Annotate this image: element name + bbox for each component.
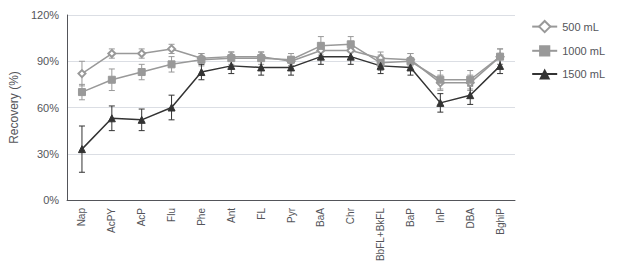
svg-text:BaA: BaA	[315, 208, 326, 227]
svg-text:Pyr: Pyr	[286, 207, 297, 223]
svg-text:Chr: Chr	[345, 207, 356, 224]
svg-text:Nap: Nap	[76, 208, 87, 227]
svg-text:500 mL: 500 mL	[562, 21, 599, 33]
svg-text:BbFL+BkFL: BbFL+BkFL	[375, 208, 386, 262]
svg-text:AcP: AcP	[136, 208, 147, 227]
svg-text:60%: 60%	[37, 102, 59, 114]
svg-text:FL: FL	[256, 208, 267, 220]
svg-text:Ant: Ant	[226, 208, 237, 223]
svg-text:30%: 30%	[37, 148, 59, 160]
svg-text:Flu: Flu	[166, 208, 177, 222]
svg-text:Recovery (%): Recovery (%)	[7, 71, 21, 144]
svg-text:1000 mL: 1000 mL	[562, 45, 605, 57]
svg-text:BghiP: BghiP	[495, 208, 506, 235]
svg-text:AcPY: AcPY	[106, 208, 117, 233]
svg-text:BaP: BaP	[405, 208, 416, 227]
svg-text:90%: 90%	[37, 55, 59, 67]
svg-text:InP: InP	[435, 208, 446, 223]
svg-text:120%: 120%	[31, 9, 59, 21]
svg-text:DBA: DBA	[465, 208, 476, 229]
svg-text:Phe: Phe	[196, 208, 207, 226]
svg-text:1500 mL: 1500 mL	[562, 68, 605, 80]
svg-text:0%: 0%	[43, 194, 59, 206]
